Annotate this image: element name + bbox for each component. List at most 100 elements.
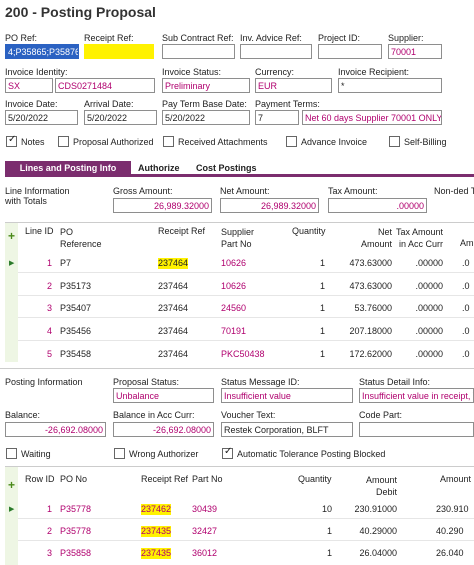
supplier-label: Supplier: [388,33,424,43]
auto-tolerance-checkbox[interactable] [222,446,233,459]
col-po-no[interactable]: PO No [60,474,88,484]
col-line-id[interactable]: Line ID [25,226,54,236]
row-line-id: 3 [46,303,52,313]
tax-amount-label: Tax Amount: [328,186,378,196]
row-net-amount: 207.18000 [349,326,392,336]
received-attachments-checkbox[interactable] [163,136,174,147]
col-row-id[interactable]: Row ID [25,474,55,484]
payment-terms-text-input[interactable]: Net 60 days Supplier 70001 ONLY [302,110,442,125]
row-receipt-ref: 237464 [158,326,189,336]
posting-information-label: Posting Information [5,377,83,387]
invoice-status-input[interactable]: Preliminary [162,78,250,93]
row-quantity: 1 [326,548,332,558]
row-po-no: P35858 [60,548,92,558]
col-supplier-part-no[interactable]: Supplier Part No [221,227,255,249]
col-quantity[interactable]: Quantity [292,226,326,236]
tax-amount-value: .00000 [328,198,427,213]
payment-terms-label: Payment Terms: [255,99,320,109]
invoice-identity-number-input[interactable]: CDS0271484 [55,78,155,93]
supplier-input[interactable]: 70001 [388,44,442,59]
currency-label: Currency: [255,67,295,77]
grid-gutter [5,222,18,362]
waiting-checkbox[interactable] [6,448,17,459]
row-separator [18,540,474,541]
row-tax-amount: .00000 [415,326,443,336]
row-quantity: 1 [326,526,332,536]
row-quantity: 10 [321,504,332,514]
invoice-date-input[interactable]: 5/20/2022 [5,110,78,125]
inv-advice-label: Inv. Advice Ref: [240,33,302,43]
receipt-ref-input[interactable] [84,44,154,59]
row-po-no: P35778 [60,526,92,536]
col-tax-amount-acc-curr[interactable]: Tax Amount in Acc Curr [395,227,443,249]
self-billing-label: Self-Billing [404,137,447,147]
status-message-id-value: Insufficient value [221,388,353,403]
row-amount: .0 [462,326,470,336]
row-receipt-ref: 237435 [141,548,172,559]
row-receipt-ref: 237464 [158,258,189,269]
col-net-amount[interactable]: Net Amount [360,227,392,249]
proposal-authorized-checkbox[interactable] [58,136,69,147]
voucher-text-input[interactable]: Restek Corporation, BLFT [221,422,353,437]
project-id-input[interactable] [318,44,382,59]
row-tax-amount: .00000 [415,258,443,268]
code-part-label: Code Part: [359,410,403,420]
wrong-authorizer-checkbox[interactable] [114,448,125,459]
row-amount: 230.910 [436,504,469,514]
tab-lines-and-posting-info[interactable]: Lines and Posting Info [5,161,131,176]
row-po-no: P35778 [60,504,92,514]
status-detail-info-value: Insufficient value in receipt, \ [359,388,474,403]
col-amount-debit[interactable]: Amount Debit [365,475,397,497]
invoice-recipient-input[interactable]: * [338,78,442,93]
advance-invoice-checkbox[interactable] [286,136,297,147]
row-amount-debit: 230.91000 [354,504,397,514]
invoice-status-label: Invoice Status: [162,67,222,77]
tab-cost-postings[interactable]: Cost Postings [196,163,257,173]
add-line-icon[interactable]: + [8,229,16,243]
notes-checkbox[interactable] [6,134,17,147]
col-po-reference[interactable]: PO Reference [60,227,102,249]
inv-advice-input[interactable] [240,44,312,59]
self-billing-checkbox[interactable] [389,136,400,147]
row-line-id: 1 [46,258,52,268]
pay-term-base-date-input[interactable]: 5/20/2022 [162,110,250,125]
row-net-amount: 172.62000 [349,349,392,359]
currency-input[interactable]: EUR [255,78,332,93]
tab-bar: Lines and Posting Info Authorize Cost Po… [5,160,474,177]
col-receipt-ref[interactable]: Receipt Ref [158,226,206,236]
col-quantity-2[interactable]: Quantity [298,474,332,484]
row-supplier-part: PKC50438 [221,349,265,359]
proposal-status-label: Proposal Status: [113,377,180,387]
row-receipt-ref: 237464 [158,303,189,313]
row-po-reference: P35407 [60,303,92,313]
row-separator [18,518,474,519]
row-line-id: 2 [46,281,52,291]
gross-amount-label: Gross Amount: [113,186,173,196]
invoice-identity-series-input[interactable]: SX [5,78,53,93]
add-row-icon[interactable]: + [8,478,16,492]
row-receipt-ref: 237464 [158,349,189,359]
invoice-recipient-label: Invoice Recipient: [338,67,410,77]
receipt-grid-top-border [5,466,474,467]
tab-authorize[interactable]: Authorize [138,163,180,173]
col-part-no[interactable]: Part No [192,474,223,484]
row-tax-amount: .00000 [415,349,443,359]
sub-contract-input[interactable] [162,44,235,59]
balance-acc-curr-value: -26,692.08000 [113,422,214,437]
row-separator [18,317,474,318]
current-row-indicator-icon: ▶ [9,506,15,513]
payment-terms-code-input[interactable]: 7 [255,110,299,125]
col-receipt-ref-2[interactable]: Receipt Ref [141,474,189,484]
code-part-input[interactable] [359,422,474,437]
wrong-authorizer-label: Wrong Authorizer [129,449,199,459]
col-amount-2[interactable]: Amount [440,474,472,484]
col-amount[interactable]: Am [460,238,474,248]
row-quantity: 1 [319,303,325,313]
row-amount: .0 [462,349,470,359]
row-po-reference: P7 [60,258,72,268]
po-ref-input[interactable]: 4;P35865;P35876 [5,44,79,59]
proposal-authorized-label: Proposal Authorized [73,137,154,147]
arrival-date-input[interactable]: 5/20/2022 [84,110,157,125]
row-tax-amount: .00000 [415,303,443,313]
po-ref-label: PO Ref: [5,33,38,43]
